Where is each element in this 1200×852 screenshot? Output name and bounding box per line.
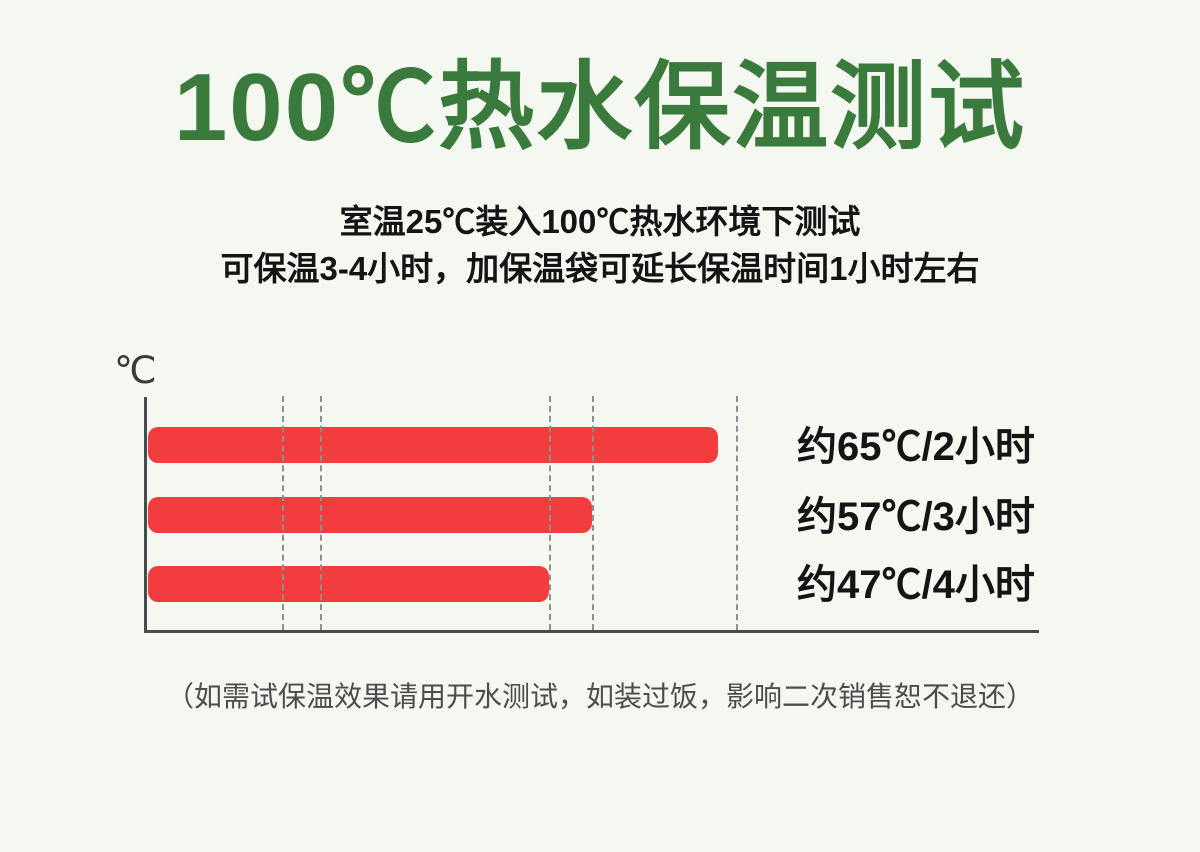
y-axis-line xyxy=(144,397,147,632)
y-axis-unit-label: ℃ xyxy=(114,350,157,392)
bar-2h xyxy=(148,427,718,463)
bar-3h xyxy=(148,497,592,533)
subtitle-line-2: 可保温3-4小时，加保温袋可延长保温时间1小时左右 xyxy=(220,250,980,287)
footnote: （如需试保温效果请用开水测试，如装过饭，影响二次销售恕不退还） xyxy=(165,681,1034,712)
gridline xyxy=(549,396,551,630)
page-title: 100℃热水保温测试 xyxy=(173,54,1027,161)
gridline xyxy=(736,396,738,630)
subtitle: 室温25℃装入100℃热水环境下测试 可保温3-4小时，加保温袋可延长保温时间1… xyxy=(0,198,1200,292)
gridline xyxy=(592,396,594,630)
subtitle-line-1: 室温25℃装入100℃热水环境下测试 xyxy=(339,203,861,240)
bar-4h xyxy=(148,566,549,602)
bar-label-2h: 约65℃/2小时 xyxy=(797,425,1035,469)
bar-label-3h: 约57℃/3小时 xyxy=(797,495,1035,539)
gridline xyxy=(320,396,322,630)
x-axis-line xyxy=(144,630,1039,633)
gridline xyxy=(282,396,284,630)
bar-label-4h: 约47℃/4小时 xyxy=(797,563,1035,607)
